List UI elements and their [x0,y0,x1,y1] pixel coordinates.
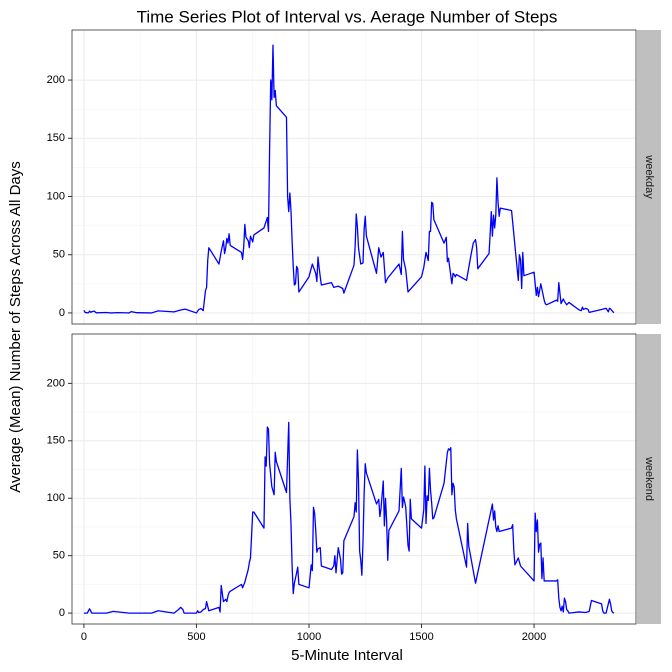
panel-background [72,30,636,324]
panel-border [71,333,637,625]
strip-label: weekend [643,456,655,501]
y-tick-label: 50 [53,550,65,562]
strip [637,30,661,324]
x-tick-label: 1500 [409,631,433,643]
data-line [83,44,615,314]
y-tick-label: 150 [47,132,65,144]
x-tick-label: 0 [81,631,87,643]
y-tick-label: 200 [47,377,65,389]
y-tick-label: 100 [47,492,65,504]
data-line [83,421,615,614]
y-tick-label: 0 [59,607,65,619]
x-tick-label: 1000 [297,631,321,643]
x-tick-label: 500 [187,631,205,643]
y-tick-label: 0 [59,307,65,319]
chart-title: Time Series Plot of Interval vs. Aerage … [137,7,558,26]
strip-label: weekday [643,154,655,199]
strip [637,334,661,624]
x-axis-title: 5-Minute Interval [291,647,403,664]
y-tick-label: 150 [47,435,65,447]
y-axis-title: Average (Mean) Number of Steps Across Al… [7,161,24,493]
y-tick-label: 200 [47,74,65,86]
y-tick-label: 100 [47,190,65,202]
panel-border [71,29,637,325]
y-tick-label: 50 [53,249,65,261]
x-tick-label: 2000 [522,631,546,643]
